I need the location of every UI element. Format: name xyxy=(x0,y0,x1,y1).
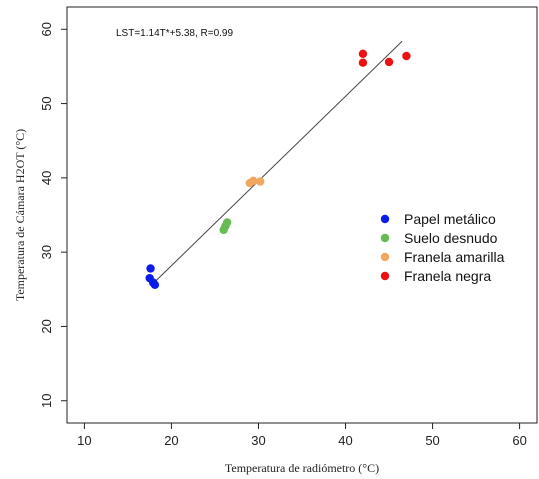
data-point xyxy=(384,57,394,67)
legend-marker xyxy=(380,252,390,262)
legend-marker xyxy=(380,233,390,243)
y-tick-label: 10 xyxy=(39,393,54,407)
data-point xyxy=(146,264,155,273)
y-tick-label: 20 xyxy=(39,319,54,333)
y-tick-label: 40 xyxy=(39,171,54,185)
x-axis: 10 20 30 40 50 60 xyxy=(77,423,527,448)
x-tick-label: 30 xyxy=(251,433,265,448)
plot-frame xyxy=(66,6,538,424)
regression-line xyxy=(153,40,403,283)
legend-marker xyxy=(380,214,390,224)
data-point xyxy=(222,218,232,227)
legend-label: Suelo desnudo xyxy=(404,230,498,246)
data-point xyxy=(402,51,411,61)
regression-annotation: LST=1.14T*+5.38, R=0.99 xyxy=(116,28,233,39)
x-tick-label: 10 xyxy=(77,433,91,448)
y-tick-label: 50 xyxy=(39,96,54,110)
data-points xyxy=(145,49,411,290)
legend: Papel metálico Suelo desnudo Franela amari… xyxy=(380,211,505,284)
x-axis-title: Temperatura de radiómetro (°C) xyxy=(225,461,379,475)
legend-marker xyxy=(380,271,390,281)
x-tick-label: 40 xyxy=(338,433,352,448)
y-axis: 10 20 30 40 50 60 xyxy=(39,22,67,408)
data-point xyxy=(358,58,368,67)
data-point xyxy=(256,177,265,186)
y-tick-label: 30 xyxy=(39,245,54,259)
legend-label: Franela negra xyxy=(404,268,491,284)
data-point xyxy=(150,280,160,290)
x-tick-label: 20 xyxy=(164,433,178,448)
x-tick-label: 60 xyxy=(512,433,526,448)
data-point xyxy=(249,176,258,186)
x-tick-label: 50 xyxy=(425,433,439,448)
data-point xyxy=(358,49,368,58)
y-axis-title: Temperatura de Cámara H2OT (°C) xyxy=(13,129,27,301)
y-tick-label: 60 xyxy=(39,22,54,36)
legend-label: Papel metálico xyxy=(404,211,496,227)
legend-label: Franela amarilla xyxy=(404,249,505,265)
